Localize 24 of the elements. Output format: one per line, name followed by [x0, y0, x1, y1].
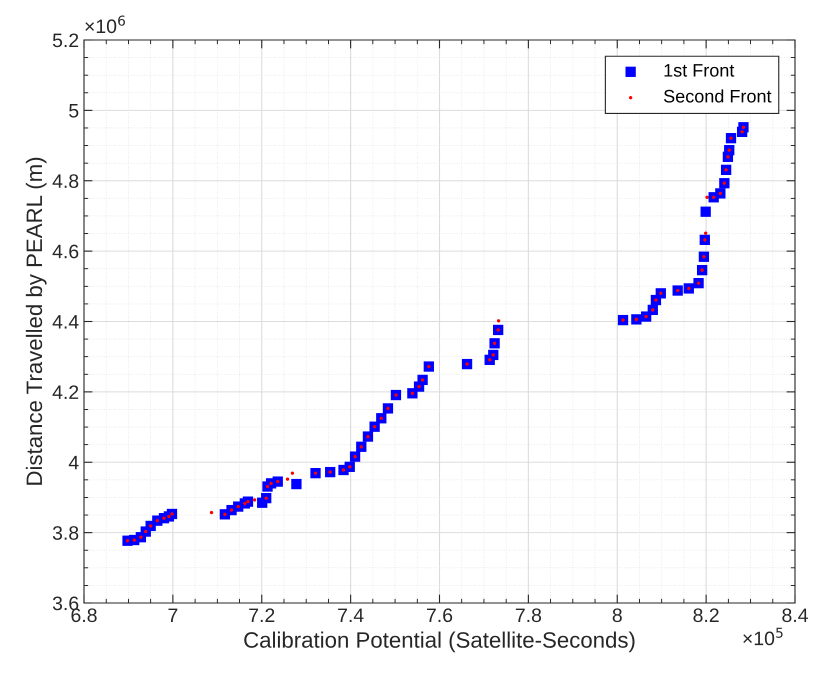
- x-tick-label: 8.4: [782, 608, 808, 622]
- y-tick-label: 4.4: [52, 315, 79, 329]
- y-tick-label: 4: [68, 456, 79, 470]
- legend-label: Second Front: [664, 89, 772, 103]
- text: ×10$^{5}$: [743, 628, 783, 646]
- legend-label: 1st Front: [664, 64, 734, 77]
- y-tick-label: 3.8: [52, 526, 78, 540]
- x-tick-label: 8.2: [693, 608, 719, 622]
- y-tick-label: 4.8: [52, 174, 78, 188]
- y-tick-label: 4.6: [52, 244, 78, 258]
- y-tick-label: 5: [69, 104, 78, 118]
- y-axis-title: Distance Travelled by PEARL (m): [26, 158, 47, 485]
- x-tick-label: 8: [612, 608, 622, 622]
- y-tick-label: 4.2: [52, 385, 78, 399]
- y-tick-label: 5.2: [52, 33, 78, 48]
- text: ×10$^{6}$: [85, 15, 125, 34]
- x-tick-label: 7: [168, 608, 178, 622]
- y-tick-label: 3.6: [52, 596, 78, 610]
- x-axis-title: Calibration Potential (Satellite-Seconds): [244, 632, 635, 652]
- x-tick-label: 7.2: [249, 608, 274, 622]
- x-tick-label: 7.4: [338, 608, 364, 622]
- x-tick-label: 7.8: [516, 608, 542, 622]
- x-tick-label: 7.6: [426, 608, 452, 622]
- x-tick-label: 6.8: [71, 608, 97, 622]
